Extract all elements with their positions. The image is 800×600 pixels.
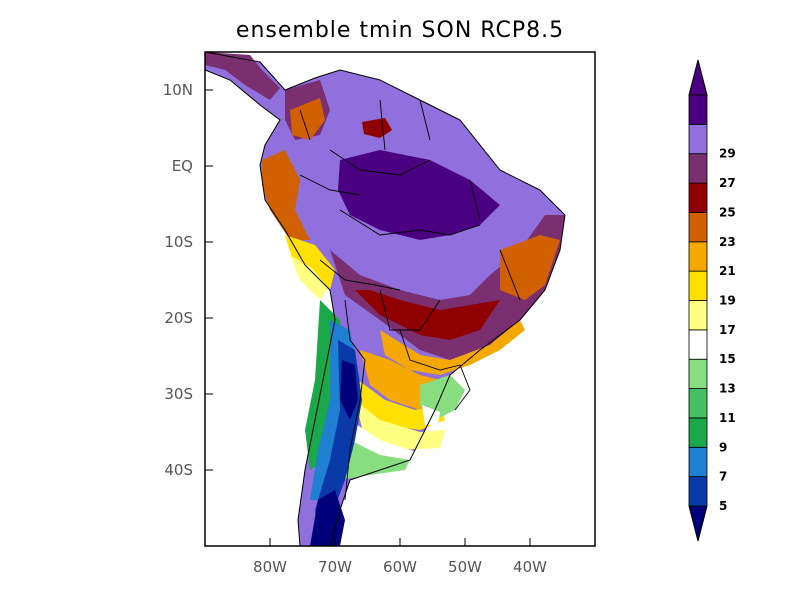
colorbar-segment xyxy=(688,241,708,272)
colorbar-segment xyxy=(688,123,708,155)
colorbar-under-triangle xyxy=(688,505,708,542)
colorbar-label: 29 xyxy=(719,147,736,161)
x-tick-label: 60W xyxy=(383,558,417,576)
y-tick-label: 10S xyxy=(164,233,193,251)
colorbar: 5 7 9 11 13 15 17 19 21 23 25 27 29 xyxy=(688,59,736,542)
colorbar-label: 5 xyxy=(719,499,727,513)
region-north-blob xyxy=(362,118,392,138)
colorbar-segment xyxy=(688,417,708,448)
colorbar-label: 23 xyxy=(719,235,736,249)
colorbar-segment xyxy=(688,476,708,507)
band-west-lightyellow xyxy=(290,255,328,300)
band-south-yellow xyxy=(358,380,445,430)
colorbar-segment xyxy=(688,358,708,389)
band-west-orange-north xyxy=(290,98,325,140)
colorbar-label: 25 xyxy=(719,205,736,219)
colorbar-label: 13 xyxy=(719,382,736,396)
colorbar-segment xyxy=(688,270,708,301)
band-central-america xyxy=(205,52,280,100)
band-23-25 xyxy=(355,290,500,340)
colorbar-segment xyxy=(688,153,708,184)
colorbar-segment xyxy=(688,446,708,478)
band-patagonia-darkblue xyxy=(310,490,345,546)
x-tick-label: 80W xyxy=(253,558,287,576)
band-uruguay-white xyxy=(422,405,440,425)
band-south-lightyellow xyxy=(355,400,445,450)
colorbar-label: 11 xyxy=(719,411,736,425)
axis-ticks: 80W 70W 60W 50W 40W 10N EQ 10S 20S 30S 40S xyxy=(163,81,547,576)
coastline xyxy=(205,52,566,546)
y-tick-label: 20S xyxy=(164,309,193,327)
country-borders xyxy=(299,99,521,501)
colorbar-segment xyxy=(688,388,708,419)
band-andes-darkblue xyxy=(340,360,358,420)
colorbar-segment xyxy=(688,300,708,331)
colorbar-label: 21 xyxy=(719,264,736,278)
colorbar-over-triangle xyxy=(688,59,708,96)
map-field xyxy=(205,52,566,546)
y-tick-label: EQ xyxy=(172,157,193,175)
x-tick-label: 40W xyxy=(513,558,547,576)
x-tick-label: 70W xyxy=(318,558,352,576)
colorbar-label: 19 xyxy=(719,294,736,308)
y-tick-label: 30S xyxy=(164,385,193,403)
band-west-yellow xyxy=(285,235,335,290)
colorbar-segment xyxy=(688,212,708,243)
colorbar-label: 27 xyxy=(719,176,736,190)
x-tick-label: 50W xyxy=(448,558,482,576)
plot-title: ensemble tmin SON RCP8.5 xyxy=(235,18,565,43)
colorbar-segment xyxy=(688,329,708,360)
band-19-21 xyxy=(380,320,525,375)
colorbar-label: 7 xyxy=(719,470,727,484)
colorbar-label: 15 xyxy=(719,352,736,366)
band-21-23-east xyxy=(500,235,560,300)
band-west-orange xyxy=(262,150,310,240)
colorbar-segment xyxy=(688,94,708,125)
colorbar-label: 17 xyxy=(719,323,736,337)
colorbar-segment xyxy=(688,182,708,213)
y-tick-label: 10N xyxy=(163,81,193,99)
colorbar-label: 9 xyxy=(719,440,727,454)
y-tick-label: 40S xyxy=(164,461,193,479)
